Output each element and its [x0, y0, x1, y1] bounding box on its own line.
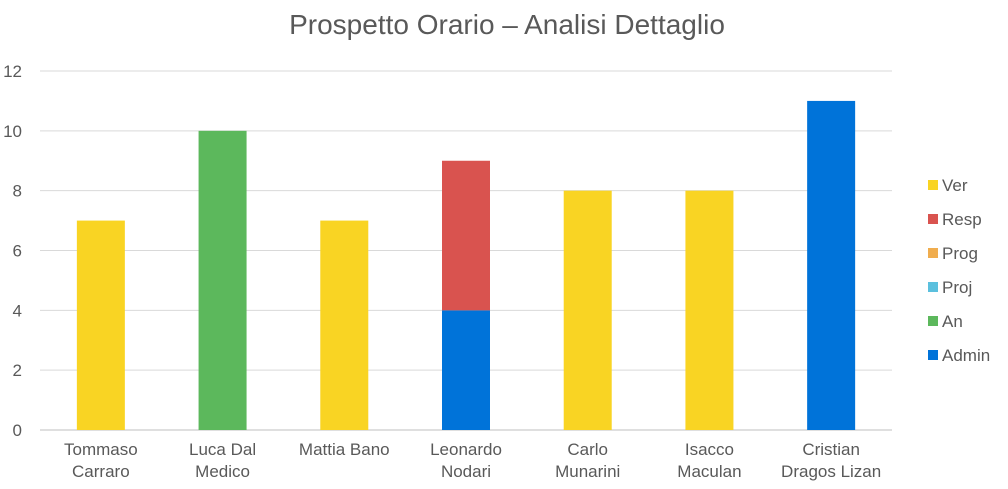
- legend-label: Prog: [942, 244, 978, 263]
- legend-swatch: [928, 316, 938, 326]
- bar-an: [198, 130, 247, 431]
- x-category-label: Leonardo Nodari: [430, 440, 502, 481]
- bar-ver: [320, 220, 369, 430]
- legend-label: An: [942, 312, 963, 331]
- x-category-label: Isacco Maculan: [677, 440, 741, 481]
- legend-label: Admin: [942, 346, 990, 365]
- x-category-label: Mattia Bano: [299, 440, 390, 459]
- bars: [76, 100, 856, 431]
- y-tick-label: 12: [3, 62, 22, 81]
- legend: Ver Resp Prog Proj An Admin: [928, 176, 990, 365]
- y-axis-ticks: 0 2 4 6 8 10 12: [3, 62, 22, 440]
- bar-ver: [563, 190, 612, 430]
- legend-swatch: [928, 350, 938, 360]
- y-tick-label: 2: [13, 361, 22, 380]
- bar-ver: [76, 220, 125, 430]
- y-tick-label: 8: [13, 182, 22, 201]
- y-tick-label: 6: [13, 242, 22, 261]
- bar-ver: [685, 190, 734, 430]
- chart-title: Prospetto Orario – Analisi Dettaglio: [289, 9, 725, 40]
- legend-swatch: [928, 282, 938, 292]
- x-category-label: Carlo Munarini: [555, 440, 620, 481]
- legend-swatch: [928, 180, 938, 190]
- x-axis-labels: Tommaso Carraro Luca Dal Medico Mattia Bano L…: [64, 440, 881, 481]
- legend-swatch: [928, 214, 938, 224]
- x-category-label: Luca Dal Medico: [189, 440, 256, 481]
- bar-admin: [807, 100, 856, 431]
- legend-label: Proj: [942, 278, 972, 297]
- legend-label: Ver: [942, 176, 968, 195]
- legend-label: Resp: [942, 210, 982, 229]
- x-category-label: Tommaso Carraro: [64, 440, 138, 481]
- x-category-label: Cristian Dragos Lizan: [781, 440, 881, 481]
- bar-resp: [442, 160, 490, 311]
- y-tick-label: 4: [13, 301, 22, 320]
- legend-swatch: [928, 248, 938, 258]
- bar-admin: [442, 310, 490, 430]
- y-tick-label: 0: [13, 421, 22, 440]
- y-tick-label: 10: [3, 122, 22, 141]
